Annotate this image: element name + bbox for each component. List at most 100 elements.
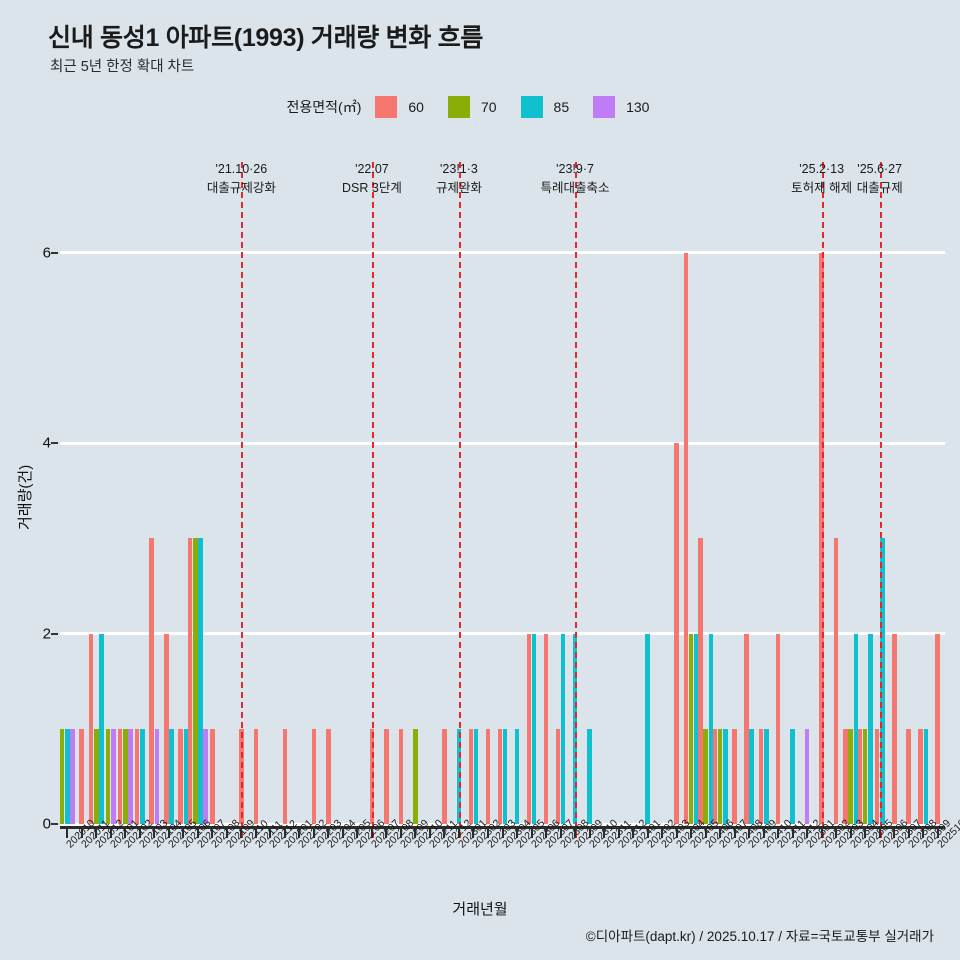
- x-tick-mark: [516, 826, 518, 838]
- bar[interactable]: [384, 728, 389, 824]
- bar[interactable]: [749, 728, 755, 824]
- x-tick-mark: [327, 826, 330, 838]
- bar[interactable]: [857, 728, 863, 824]
- x-tick-mark: [835, 826, 838, 838]
- bar[interactable]: [468, 728, 474, 824]
- bar[interactable]: [848, 728, 853, 824]
- bar[interactable]: [723, 728, 728, 824]
- bar[interactable]: [712, 728, 718, 824]
- bar[interactable]: [93, 728, 99, 824]
- bar[interactable]: [514, 728, 520, 824]
- bar[interactable]: [88, 633, 94, 824]
- x-tick-mark: [298, 826, 301, 838]
- bar[interactable]: [717, 728, 723, 824]
- legend-item-85[interactable]: 85: [520, 96, 588, 118]
- bar[interactable]: [744, 633, 749, 824]
- bar[interactable]: [154, 728, 160, 824]
- bar[interactable]: [906, 728, 912, 824]
- bar[interactable]: [862, 728, 868, 824]
- bar[interactable]: [282, 728, 288, 824]
- bar[interactable]: [674, 443, 679, 824]
- bar[interactable]: [587, 728, 592, 824]
- bar[interactable]: [178, 728, 183, 824]
- bar[interactable]: [790, 728, 795, 824]
- bar[interactable]: [526, 633, 532, 824]
- bar[interactable]: [645, 633, 650, 824]
- bar[interactable]: [923, 728, 929, 824]
- bar[interactable]: [918, 728, 923, 824]
- bar[interactable]: [198, 538, 203, 824]
- annotation-label: '22.07 DSR 3단계: [342, 160, 402, 199]
- bar[interactable]: [708, 633, 714, 824]
- bar[interactable]: [688, 633, 694, 824]
- x-tick-mark: [428, 826, 431, 838]
- bar[interactable]: [128, 728, 133, 824]
- x-tick-mark: [196, 826, 199, 838]
- bar[interactable]: [853, 633, 859, 824]
- bar[interactable]: [326, 728, 331, 824]
- bar[interactable]: [804, 728, 810, 824]
- annotation-date: '25.6·27: [857, 162, 903, 176]
- legend-item-70[interactable]: 70: [447, 96, 515, 118]
- bar[interactable]: [732, 728, 737, 824]
- bar[interactable]: [111, 728, 116, 824]
- bar[interactable]: [758, 728, 764, 824]
- bar[interactable]: [703, 728, 708, 824]
- bar[interactable]: [531, 633, 537, 824]
- bar[interactable]: [134, 728, 140, 824]
- bar[interactable]: [935, 633, 941, 824]
- bar[interactable]: [183, 728, 189, 824]
- y-tick-label: 0: [42, 815, 51, 833]
- bar[interactable]: [203, 728, 208, 824]
- bar[interactable]: [485, 728, 491, 824]
- bar[interactable]: [122, 728, 128, 824]
- bar[interactable]: [163, 633, 169, 824]
- bar[interactable]: [560, 633, 566, 824]
- bar[interactable]: [149, 538, 154, 824]
- bar[interactable]: [775, 633, 781, 824]
- legend-swatch-icon: [375, 96, 398, 118]
- bar[interactable]: [210, 728, 215, 824]
- bar[interactable]: [192, 538, 198, 824]
- annotation-line: [821, 162, 824, 838]
- bar[interactable]: [398, 728, 404, 824]
- bar[interactable]: [497, 728, 503, 824]
- bar[interactable]: [880, 538, 885, 824]
- bar[interactable]: [413, 728, 418, 824]
- x-tick-mark: [501, 826, 504, 838]
- bar[interactable]: [555, 728, 561, 824]
- bar[interactable]: [99, 633, 104, 824]
- bar[interactable]: [105, 728, 111, 824]
- bar[interactable]: [868, 633, 873, 824]
- bar[interactable]: [874, 728, 880, 824]
- bar[interactable]: [253, 728, 259, 824]
- legend-item-130[interactable]: 130: [593, 96, 667, 118]
- bar[interactable]: [79, 728, 85, 824]
- annotation-label: '23!1·3 규제완화: [436, 160, 482, 199]
- y-tick-label: 6: [42, 244, 51, 262]
- bar[interactable]: [187, 538, 193, 824]
- annotation-text: 대출규제: [856, 181, 903, 196]
- bar[interactable]: [473, 728, 479, 824]
- bar[interactable]: [543, 633, 549, 824]
- bar[interactable]: [843, 728, 848, 824]
- bar[interactable]: [64, 728, 70, 824]
- x-tick-mark: [225, 826, 228, 838]
- bar[interactable]: [59, 728, 65, 824]
- bar[interactable]: [698, 538, 703, 824]
- bar[interactable]: [833, 538, 839, 824]
- bar[interactable]: [694, 633, 699, 824]
- bar[interactable]: [683, 252, 689, 824]
- bar[interactable]: [311, 728, 317, 824]
- legend-item-60[interactable]: 60: [375, 96, 442, 118]
- bar[interactable]: [763, 728, 769, 824]
- bar[interactable]: [140, 728, 145, 824]
- bar[interactable]: [70, 728, 75, 824]
- bar[interactable]: [502, 728, 508, 824]
- bar[interactable]: [169, 728, 174, 824]
- bar[interactable]: [891, 633, 897, 824]
- annotation-line: [458, 162, 461, 838]
- plot-area: 0 2 4 6: [43, 162, 945, 838]
- bar[interactable]: [117, 728, 123, 824]
- bar[interactable]: [442, 728, 447, 824]
